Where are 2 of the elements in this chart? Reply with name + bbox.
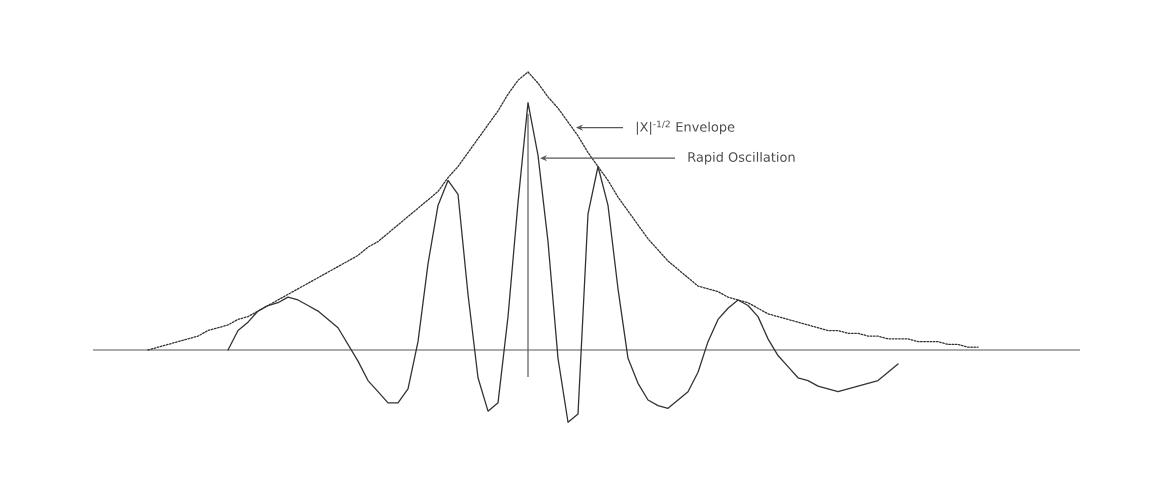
annotation: |X|$^{-1/2}$ Envelope xyxy=(636,120,735,135)
annotation: Rapid Oscillation xyxy=(688,151,795,165)
